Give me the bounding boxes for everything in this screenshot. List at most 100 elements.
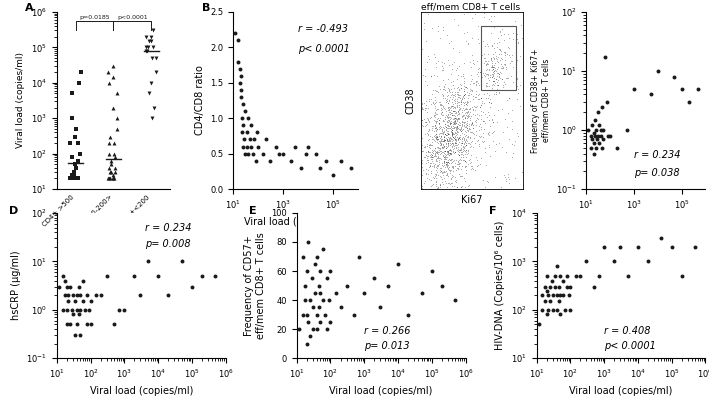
Point: [442, 117, 453, 123]
Point: [461, 147, 472, 153]
Point: [432, 73, 443, 80]
Point: [315, 319, 326, 325]
Point: [486, 82, 497, 88]
Point: [176, 258, 187, 265]
Point: [542, 292, 554, 298]
Point: [598, 136, 609, 142]
Point: [482, 75, 493, 82]
Point: [456, 122, 467, 129]
Point: [453, 115, 464, 121]
Point: [462, 109, 474, 115]
Point: [459, 106, 470, 113]
Point: [450, 142, 462, 148]
Point: [440, 95, 451, 101]
Point: [422, 53, 433, 59]
Point: [440, 162, 452, 168]
Point: [460, 100, 471, 107]
Point: [450, 137, 461, 143]
Point: [434, 129, 445, 136]
Point: [418, 100, 430, 106]
Point: [469, 107, 481, 113]
Point: [435, 133, 447, 139]
Point: [451, 101, 462, 108]
Point: [422, 120, 433, 127]
Point: [466, 139, 477, 145]
Point: [452, 146, 464, 152]
Point: [454, 194, 465, 201]
Point: [113, 306, 125, 313]
Point: [421, 109, 432, 115]
Point: [443, 113, 454, 120]
Point: [247, 150, 258, 157]
Point: [434, 133, 445, 139]
Point: [430, 125, 442, 132]
Point: [447, 111, 458, 118]
Point: [410, 148, 421, 154]
Point: [442, 148, 454, 155]
Point: [462, 146, 474, 153]
Point: [474, 104, 486, 111]
Point: [478, 134, 489, 140]
Point: [465, 121, 476, 127]
Point: [428, 100, 439, 106]
Point: [430, 125, 441, 131]
Point: [515, 21, 527, 28]
Point: [418, 144, 430, 150]
Point: [450, 100, 461, 107]
Point: [479, 184, 491, 190]
Point: [440, 80, 451, 87]
Point: [447, 141, 459, 148]
Point: [457, 135, 468, 142]
Point: [103, 69, 114, 75]
Point: [436, 148, 447, 154]
Point: [454, 105, 466, 111]
Point: [451, 179, 462, 185]
Point: [454, 152, 465, 158]
Point: [235, 94, 247, 100]
Point: [487, 119, 498, 125]
Point: [314, 165, 325, 171]
Point: [483, 71, 494, 77]
Point: [434, 142, 445, 148]
Point: [458, 157, 469, 163]
Point: [512, 82, 523, 89]
Point: [443, 98, 454, 104]
Point: [416, 117, 428, 123]
Point: [450, 178, 461, 184]
Point: [588, 150, 599, 157]
Point: [437, 145, 448, 151]
Point: [508, 150, 519, 156]
Point: [503, 43, 514, 50]
Point: [455, 125, 467, 132]
Point: [489, 148, 501, 154]
Point: [461, 154, 472, 160]
Point: [489, 63, 500, 70]
Point: [475, 95, 486, 101]
Point: [485, 96, 496, 102]
Point: [462, 150, 473, 157]
Point: [453, 161, 464, 167]
Point: [498, 172, 510, 179]
Point: [445, 110, 456, 116]
Point: [457, 154, 469, 160]
Point: [455, 99, 467, 105]
Point: [445, 115, 456, 122]
Point: [437, 124, 449, 130]
Point: [456, 113, 467, 119]
Point: [430, 179, 442, 185]
Point: [460, 142, 471, 148]
Point: [452, 125, 463, 131]
Point: [426, 127, 437, 134]
Point: [454, 80, 466, 87]
Point: [449, 157, 460, 164]
Point: [484, 83, 495, 89]
Point: [462, 127, 473, 133]
Point: [441, 108, 452, 115]
Point: [496, 48, 507, 55]
Point: [485, 72, 496, 78]
Point: [455, 98, 467, 104]
Point: [456, 121, 467, 127]
Point: [448, 115, 459, 122]
Point: [109, 154, 121, 160]
Point: [424, 96, 435, 102]
